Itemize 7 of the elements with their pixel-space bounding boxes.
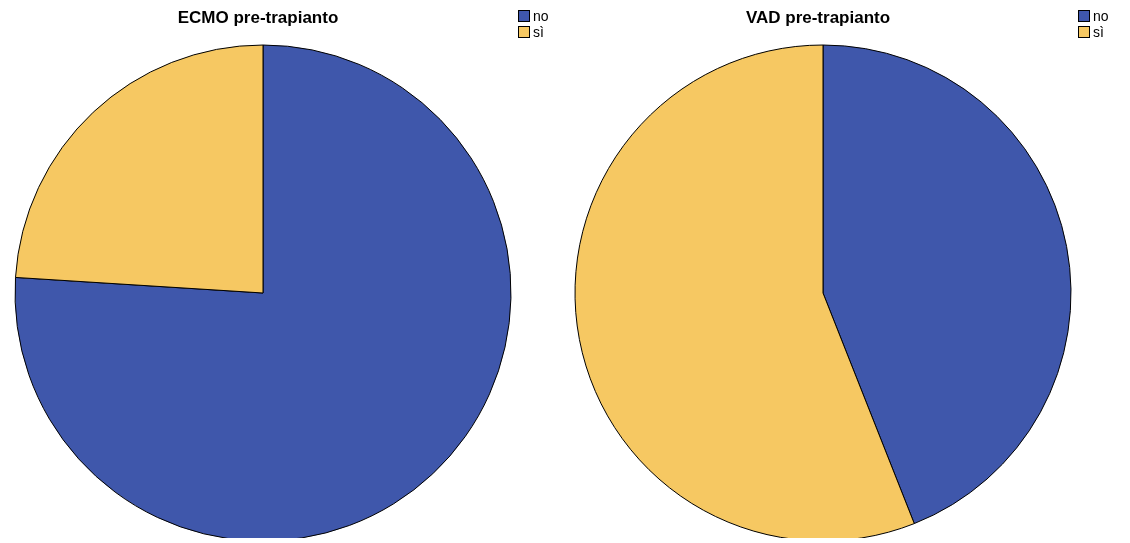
chart-title: ECMO pre-trapianto — [176, 8, 340, 28]
legend-label: no — [1093, 8, 1109, 24]
legend-label: sì — [1093, 24, 1104, 40]
pie-slice — [14, 44, 512, 538]
legend-label: no — [533, 8, 549, 24]
legend-label: sì — [533, 24, 544, 40]
chart-title: VAD pre-trapianto — [744, 8, 892, 28]
